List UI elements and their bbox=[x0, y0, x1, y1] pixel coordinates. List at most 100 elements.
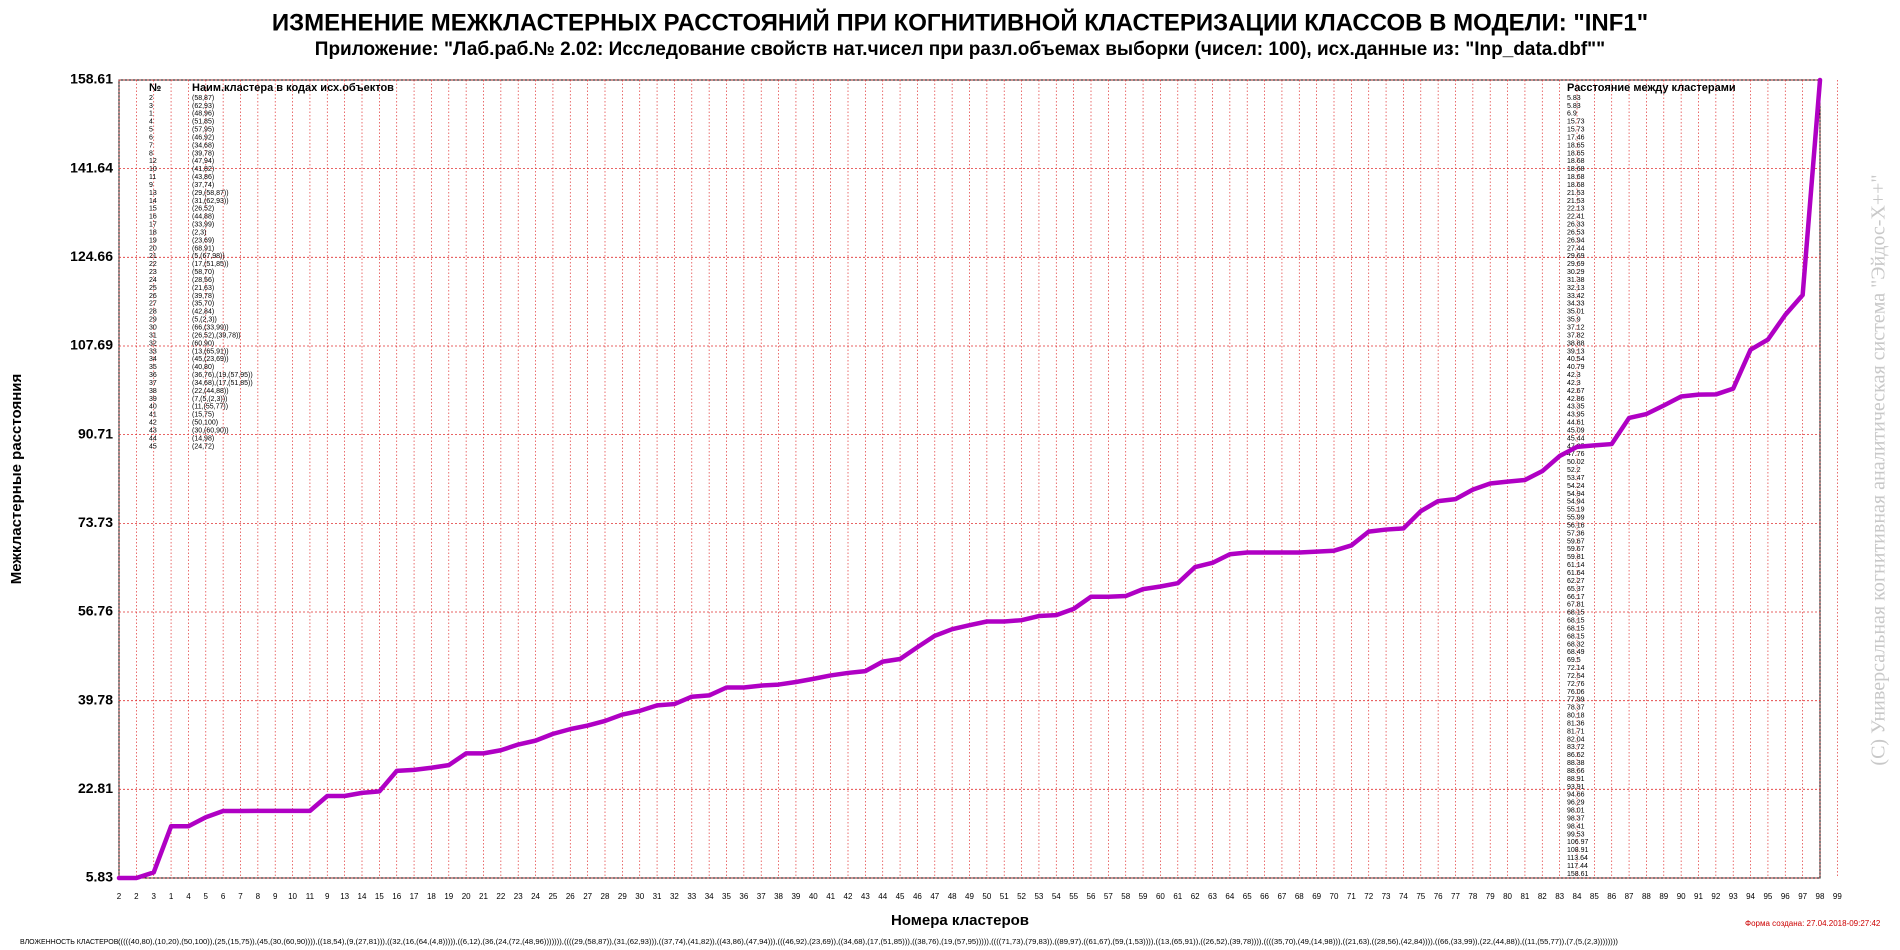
x-tick-label: 66 bbox=[1260, 892, 1269, 901]
x-tick-label: 79 bbox=[1486, 892, 1495, 901]
x-tick-label: 95 bbox=[1763, 892, 1772, 901]
y-tick-label: 124.66 bbox=[70, 248, 113, 264]
cluster-name: (2,3) bbox=[192, 229, 206, 236]
cluster-name: (22,(44,88)) bbox=[192, 388, 229, 395]
cluster-number: 8 bbox=[149, 150, 153, 157]
x-tick-label: 50 bbox=[982, 892, 991, 901]
cluster-number: 37 bbox=[149, 380, 157, 387]
distance-label: 54.24 bbox=[1567, 483, 1585, 490]
x-tick-label: 21 bbox=[479, 892, 488, 901]
x-tick-label: 73 bbox=[1382, 892, 1391, 901]
x-tick-label: 76 bbox=[1434, 892, 1443, 901]
nesting-label: ВЛОЖЕННОСТЬ КЛАСТЕРОВ: bbox=[20, 939, 120, 946]
x-tick-label: 65 bbox=[1243, 892, 1252, 901]
x-tick-label: 91 bbox=[1694, 892, 1703, 901]
x-tick-label: 98 bbox=[1816, 892, 1825, 901]
cluster-number: 38 bbox=[149, 388, 157, 395]
cluster-number: 27 bbox=[149, 301, 157, 308]
distance-label: 44.61 bbox=[1567, 420, 1585, 427]
distance-label: 86.62 bbox=[1567, 752, 1585, 759]
x-tick-label: 37 bbox=[757, 892, 766, 901]
x-tick-label: 60 bbox=[1156, 892, 1165, 901]
cluster-number: 2 bbox=[149, 95, 153, 102]
distance-label: 158.61 bbox=[1567, 871, 1589, 878]
y-tick-label: 56.76 bbox=[78, 603, 113, 619]
cluster-name: (42,84) bbox=[192, 309, 214, 316]
distance-label: 27.44 bbox=[1567, 245, 1585, 252]
cluster-name: (5,(2,3)) bbox=[192, 317, 217, 324]
x-tick-label: 88 bbox=[1642, 892, 1651, 901]
distance-label: 68.15 bbox=[1567, 625, 1585, 632]
cluster-name: (34,68) bbox=[192, 142, 214, 149]
distance-label: 106.97 bbox=[1567, 839, 1589, 846]
cluster-name: (36,76),(19,(57,95)) bbox=[192, 372, 253, 379]
copyright: (С) Универсальная когнитивная аналитичес… bbox=[1868, 174, 1890, 765]
y-tick-label: 90.71 bbox=[78, 425, 113, 441]
x-tick-label: 71 bbox=[1347, 892, 1356, 901]
cluster-number: 26 bbox=[149, 293, 157, 300]
distance-label: 15.73 bbox=[1567, 127, 1585, 134]
distance-label: 82.04 bbox=[1567, 736, 1585, 743]
x-tick-label: 8 bbox=[256, 892, 261, 901]
data-line bbox=[116, 77, 1823, 881]
x-tick-label: 26 bbox=[566, 892, 575, 901]
cluster-name: (58,70) bbox=[192, 269, 214, 276]
x-tick-label: 48 bbox=[948, 892, 957, 901]
cluster-number: 25 bbox=[149, 285, 157, 292]
cluster-name: (41,82) bbox=[192, 166, 214, 173]
x-tick-label: 96 bbox=[1781, 892, 1790, 901]
x-tick-label: 59 bbox=[1139, 892, 1148, 901]
distance-label: 18.68 bbox=[1567, 158, 1585, 165]
x-tick-label: 86 bbox=[1607, 892, 1616, 901]
cluster-number: 40 bbox=[149, 404, 157, 411]
x-tick-label: 89 bbox=[1659, 892, 1668, 901]
cluster-name: (17,(51,85)) bbox=[192, 261, 229, 268]
x-tick-label: 78 bbox=[1468, 892, 1477, 901]
x-tick-label: 45 bbox=[896, 892, 905, 901]
x-tick-label: 5 bbox=[204, 892, 209, 901]
distance-label: 38.88 bbox=[1567, 340, 1585, 347]
cluster-name: (28,56) bbox=[192, 277, 214, 284]
distance-label: 29.69 bbox=[1567, 253, 1585, 260]
distance-label: 30.29 bbox=[1567, 269, 1585, 276]
cluster-name: (11,(55,77)) bbox=[192, 404, 228, 411]
distance-label: 39.13 bbox=[1567, 348, 1585, 355]
cluster-name: (60,90) bbox=[192, 340, 214, 347]
x-tick-label: 35 bbox=[722, 892, 731, 901]
distance-label: 56.16 bbox=[1567, 522, 1585, 529]
distance-label: 50.02 bbox=[1567, 459, 1585, 466]
cluster-number: 13 bbox=[149, 190, 157, 197]
distance-label: 40.79 bbox=[1567, 364, 1585, 371]
x-tick-label: 81 bbox=[1520, 892, 1529, 901]
distance-label: 33.42 bbox=[1567, 293, 1585, 300]
cluster-number: 18 bbox=[149, 229, 157, 236]
y-tick-label: 141.64 bbox=[70, 159, 113, 175]
x-tick-label: 1 bbox=[169, 892, 174, 901]
x-tick-label: 2 bbox=[117, 892, 122, 901]
x-tick-label: 32 bbox=[670, 892, 679, 901]
x-tick-label: 99 bbox=[1833, 892, 1842, 901]
cluster-name: (40,80) bbox=[192, 364, 214, 371]
distance-label: 18.68 bbox=[1567, 182, 1585, 189]
distance-label: 55.19 bbox=[1567, 507, 1585, 514]
cluster-name: (62,93) bbox=[192, 103, 214, 110]
cluster-name: (39,78) bbox=[192, 293, 214, 300]
cluster-name: (39,78) bbox=[192, 150, 214, 157]
x-tick-label: 30 bbox=[635, 892, 644, 901]
x-tick-label: 69 bbox=[1312, 892, 1321, 901]
distance-label: 68.15 bbox=[1567, 618, 1585, 625]
x-tick-label: 57 bbox=[1104, 892, 1113, 901]
distance-label: 83.72 bbox=[1567, 744, 1585, 751]
x-tick-label: 93 bbox=[1729, 892, 1738, 901]
cluster-number: 39 bbox=[149, 396, 157, 403]
x-tick-label: 90 bbox=[1677, 892, 1686, 901]
footer-date: Форма создана: 27.04.2018-09:27:42 bbox=[1745, 919, 1881, 928]
x-tick-label: 25 bbox=[548, 892, 557, 901]
x-axis-label: Номера кластеров bbox=[891, 912, 1029, 929]
cluster-number: 16 bbox=[149, 214, 157, 221]
cluster-number: 21 bbox=[149, 253, 157, 260]
x-tick-label: 53 bbox=[1034, 892, 1043, 901]
x-tick-label: 36 bbox=[739, 892, 748, 901]
distance-label: 59.67 bbox=[1567, 546, 1585, 553]
